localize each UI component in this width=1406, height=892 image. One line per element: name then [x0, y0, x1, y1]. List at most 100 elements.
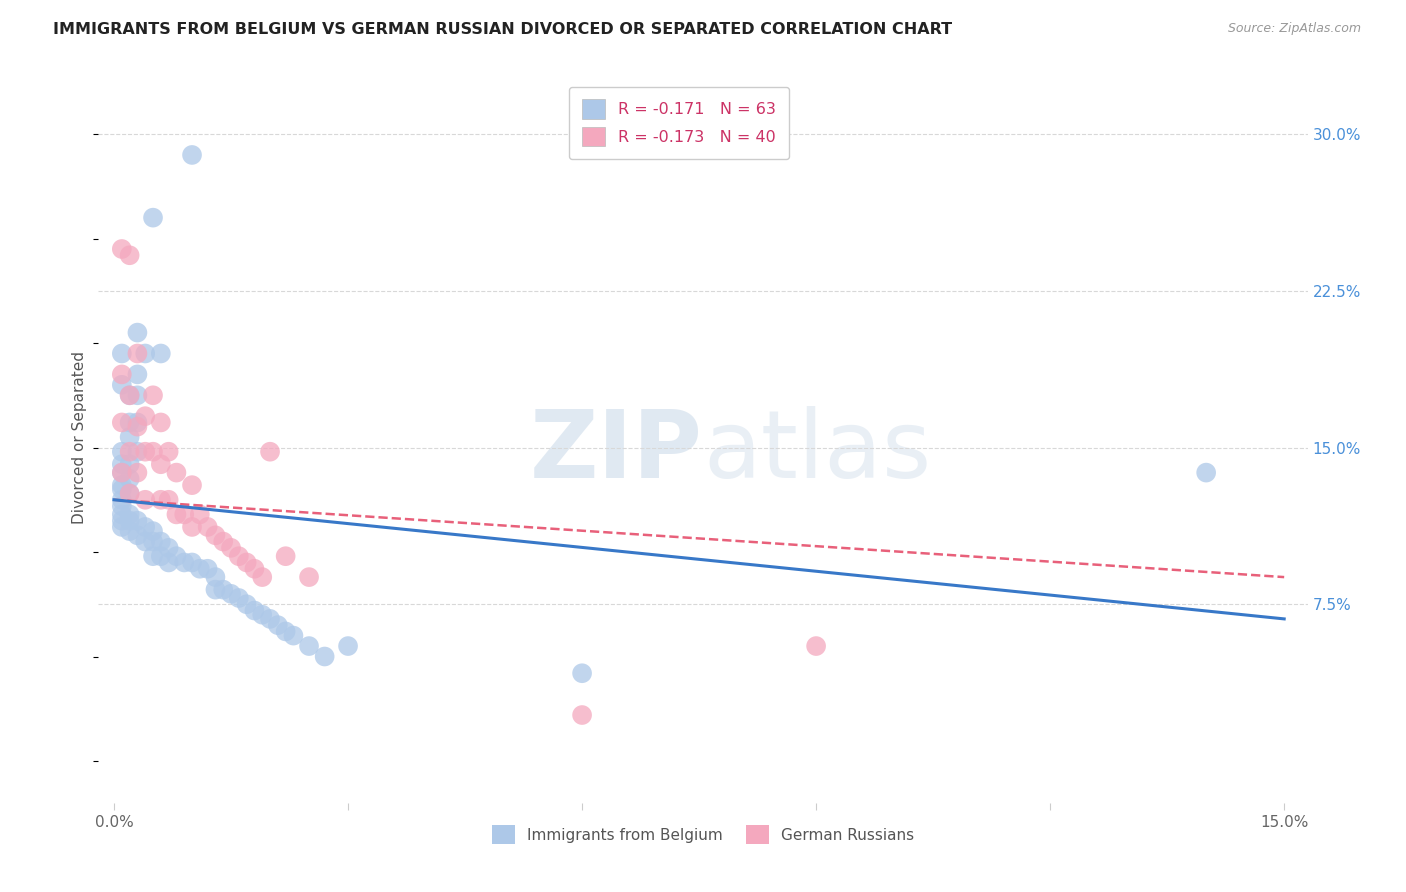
Point — [142, 388, 165, 402]
Point — [111, 377, 134, 392]
Y-axis label: Divorced or Separated: Divorced or Separated — [72, 351, 87, 524]
Point — [212, 582, 235, 597]
Point — [127, 419, 149, 434]
Point — [188, 508, 211, 522]
Point — [118, 472, 141, 486]
Point — [298, 639, 321, 653]
Point — [111, 520, 134, 534]
Point — [134, 534, 156, 549]
Point — [219, 541, 242, 555]
Point — [111, 508, 134, 522]
Point — [127, 444, 149, 458]
Legend: Immigrants from Belgium, German Russians: Immigrants from Belgium, German Russians — [486, 819, 920, 850]
Point — [197, 562, 219, 576]
Point — [149, 346, 172, 360]
Point — [111, 457, 134, 471]
Point — [165, 508, 187, 522]
Point — [111, 368, 134, 382]
Point — [157, 541, 180, 555]
Point — [235, 556, 257, 570]
Point — [188, 562, 211, 576]
Point — [298, 570, 321, 584]
Point — [157, 556, 180, 570]
Point — [165, 549, 187, 564]
Point — [118, 457, 141, 471]
Point — [181, 520, 204, 534]
Point — [127, 514, 149, 528]
Point — [252, 570, 274, 584]
Point — [127, 346, 149, 360]
Point — [173, 556, 195, 570]
Point — [243, 562, 266, 576]
Point — [252, 607, 274, 622]
Point — [142, 534, 165, 549]
Point — [181, 148, 204, 162]
Point — [118, 388, 141, 402]
Point — [111, 466, 134, 480]
Point — [149, 457, 172, 471]
Point — [118, 486, 141, 500]
Point — [127, 368, 149, 382]
Point — [134, 444, 156, 458]
Point — [219, 587, 242, 601]
Point — [134, 492, 156, 507]
Point — [142, 524, 165, 538]
Point — [571, 708, 593, 723]
Point — [111, 514, 134, 528]
Point — [118, 508, 141, 522]
Point — [127, 466, 149, 480]
Text: atlas: atlas — [703, 406, 931, 498]
Point — [571, 666, 593, 681]
Point — [204, 528, 226, 542]
Point — [228, 591, 250, 605]
Point — [204, 582, 226, 597]
Point — [314, 649, 336, 664]
Point — [804, 639, 827, 653]
Point — [118, 486, 141, 500]
Point — [243, 603, 266, 617]
Point — [111, 492, 134, 507]
Point — [283, 629, 305, 643]
Point — [111, 466, 134, 480]
Point — [235, 597, 257, 611]
Point — [134, 346, 156, 360]
Point — [118, 388, 141, 402]
Point — [111, 346, 134, 360]
Point — [259, 444, 281, 458]
Point — [118, 444, 141, 458]
Point — [149, 549, 172, 564]
Point — [1195, 466, 1218, 480]
Point — [165, 466, 187, 480]
Point — [259, 612, 281, 626]
Point — [118, 248, 141, 262]
Point — [274, 624, 297, 639]
Point — [267, 618, 290, 632]
Point — [197, 520, 219, 534]
Point — [142, 549, 165, 564]
Point — [118, 416, 141, 430]
Point — [127, 388, 149, 402]
Point — [134, 409, 156, 424]
Point — [142, 211, 165, 225]
Point — [127, 416, 149, 430]
Point — [127, 528, 149, 542]
Point — [111, 416, 134, 430]
Point — [181, 556, 204, 570]
Point — [118, 514, 141, 528]
Point — [118, 430, 141, 444]
Point — [149, 534, 172, 549]
Point — [228, 549, 250, 564]
Text: IMMIGRANTS FROM BELGIUM VS GERMAN RUSSIAN DIVORCED OR SEPARATED CORRELATION CHAR: IMMIGRANTS FROM BELGIUM VS GERMAN RUSSIA… — [53, 22, 952, 37]
Point — [134, 520, 156, 534]
Point — [111, 242, 134, 256]
Text: Source: ZipAtlas.com: Source: ZipAtlas.com — [1227, 22, 1361, 36]
Point — [181, 478, 204, 492]
Point — [212, 534, 235, 549]
Text: ZIP: ZIP — [530, 406, 703, 498]
Point — [337, 639, 360, 653]
Point — [204, 570, 226, 584]
Point — [274, 549, 297, 564]
Point — [142, 444, 165, 458]
Point — [173, 508, 195, 522]
Point — [149, 492, 172, 507]
